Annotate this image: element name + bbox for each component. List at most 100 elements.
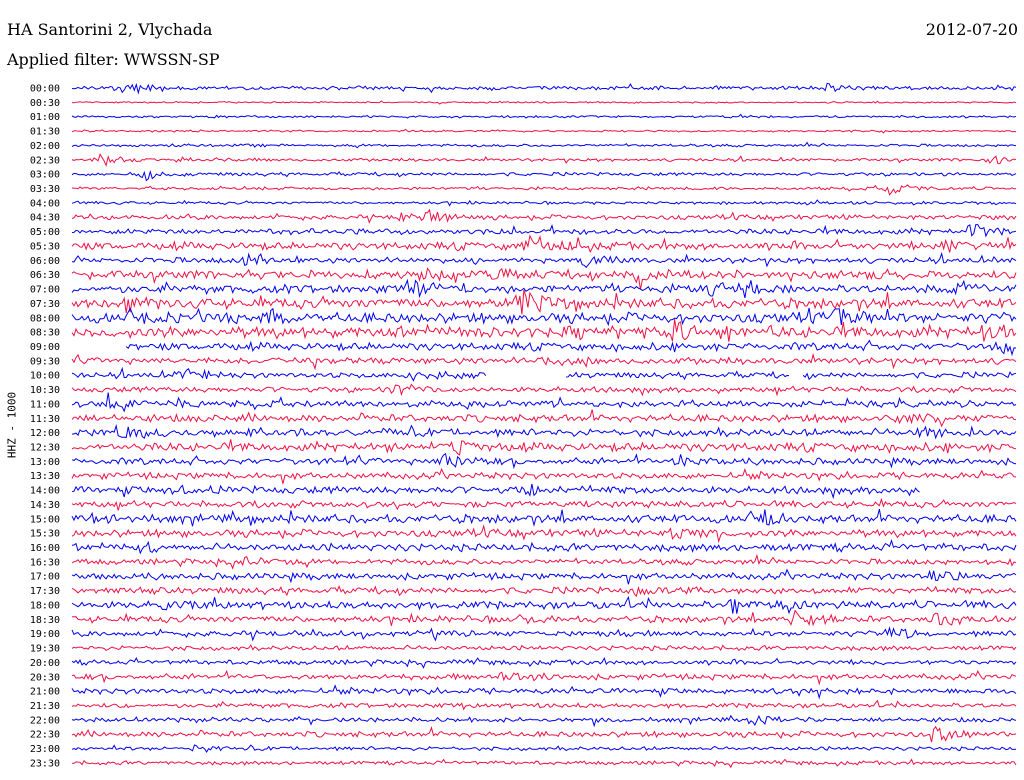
seismic-trace [71,669,1017,686]
seismic-trace [71,199,1017,207]
trace-time-label: 21:30 [30,701,60,712]
seismic-trace [71,758,1017,769]
trace-time-label: 08:00 [30,313,60,324]
seismic-trace [71,366,1017,382]
trace-time-label: 13:30 [30,471,60,482]
trace-time-label: 10:00 [30,371,60,382]
trace-time-label: 06:00 [30,256,60,267]
trace-time-label: 05:00 [30,227,60,238]
seismic-trace [71,467,1017,484]
seismic-trace [71,128,1017,134]
seismic-trace [71,553,1017,570]
date-label: 2012-07-20 [925,20,1018,39]
trace-time-label: 14:30 [30,500,60,511]
trace-time-label: 14:00 [30,486,60,497]
trace-time-label: 21:00 [30,687,60,698]
trace-time-label: 11:30 [30,414,60,425]
trace-time-label: 12:30 [30,443,60,454]
trace-time-label: 06:30 [30,270,60,281]
trace-time-label: 16:30 [30,557,60,568]
seismic-trace [71,644,1017,652]
trace-time-label: 00:00 [30,84,60,95]
seismic-trace [71,184,1016,196]
trace-time-label: 13:00 [30,457,60,468]
trace-time-label: 02:00 [30,141,60,152]
trace-time-label: 22:30 [30,730,60,741]
trace-time-label: 17:30 [30,586,60,597]
seismic-trace [71,113,1017,119]
trace-time-label: 23:00 [30,744,60,755]
seismic-trace [71,714,1017,728]
seismic-trace [71,352,1017,371]
trace-time-label: 03:30 [30,184,60,195]
seismic-trace [71,392,1017,413]
seismic-trace [71,169,1017,182]
trace-time-label: 18:00 [30,600,60,611]
seismic-trace [71,141,1017,149]
trace-time-label: 16:00 [30,543,60,554]
trace-time-label: 07:00 [30,285,60,296]
seismic-trace [125,339,1017,357]
trace-time-label: 11:00 [30,399,60,410]
seismic-trace [71,234,1017,254]
seismic-trace [71,439,1017,456]
trace-time-label: 04:30 [30,213,60,224]
trace-time-label: 03:00 [30,170,60,181]
trace-time-label: 08:30 [30,328,60,339]
trace-time-label: 19:00 [30,629,60,640]
trace-time-label: 15:30 [30,529,60,540]
seismic-trace [71,267,1017,290]
trace-time-label: 07:30 [30,299,60,310]
seismic-trace [71,595,1017,615]
trace-time-label: 04:00 [30,198,60,209]
seismic-trace [71,423,1017,440]
seismic-trace [71,319,1017,342]
seismic-trace [71,452,1017,470]
seismic-trace [71,409,1017,428]
trace-time-label: 05:30 [30,241,60,252]
seismic-trace [71,626,1017,642]
seismic-trace [71,508,1017,528]
seismic-trace [71,684,1017,700]
trace-time-label: 00:30 [30,98,60,109]
seismic-trace [71,483,920,500]
trace-time-label: 20:00 [30,658,60,669]
seismic-trace [71,584,1017,598]
seismic-trace [71,82,1017,95]
trace-time-label: 02:30 [30,155,60,166]
seismic-trace [71,251,1017,269]
seismic-trace [71,656,1017,669]
seismic-trace [71,699,1017,711]
seismic-trace [71,568,1017,585]
seismic-trace [71,538,1017,555]
seismic-trace [71,609,1017,627]
trace-time-label: 20:30 [30,672,60,683]
station-title: HA Santorini 2, Vlychada [7,20,213,39]
trace-time-label: 15:00 [30,514,60,525]
trace-time-label: 01:30 [30,127,60,138]
seismic-trace [71,744,1017,753]
trace-time-label: 10:30 [30,385,60,396]
trace-time-label: 19:30 [30,644,60,655]
seismic-trace [71,725,1017,743]
seismic-trace [71,152,1017,167]
seismic-trace [71,278,1017,299]
filter-label: Applied filter: WWSSN-SP [7,50,220,69]
seismic-trace [71,307,1017,327]
trace-time-label: 18:30 [30,615,60,626]
trace-time-label: 17:00 [30,572,60,583]
trace-time-label: 09:30 [30,356,60,367]
trace-time-label: 12:00 [30,428,60,439]
seismic-trace [71,224,1017,238]
trace-time-label: 23:30 [30,758,60,769]
trace-time-label: 22:00 [30,715,60,726]
seismic-trace [71,497,1017,511]
seismic-trace [71,100,1017,105]
seismic-trace [71,290,1017,315]
seismic-trace [71,383,1017,397]
seismic-trace [71,524,1017,544]
trace-time-label: 09:00 [30,342,60,353]
trace-time-label: 01:00 [30,112,60,123]
seismic-trace [71,208,1017,224]
